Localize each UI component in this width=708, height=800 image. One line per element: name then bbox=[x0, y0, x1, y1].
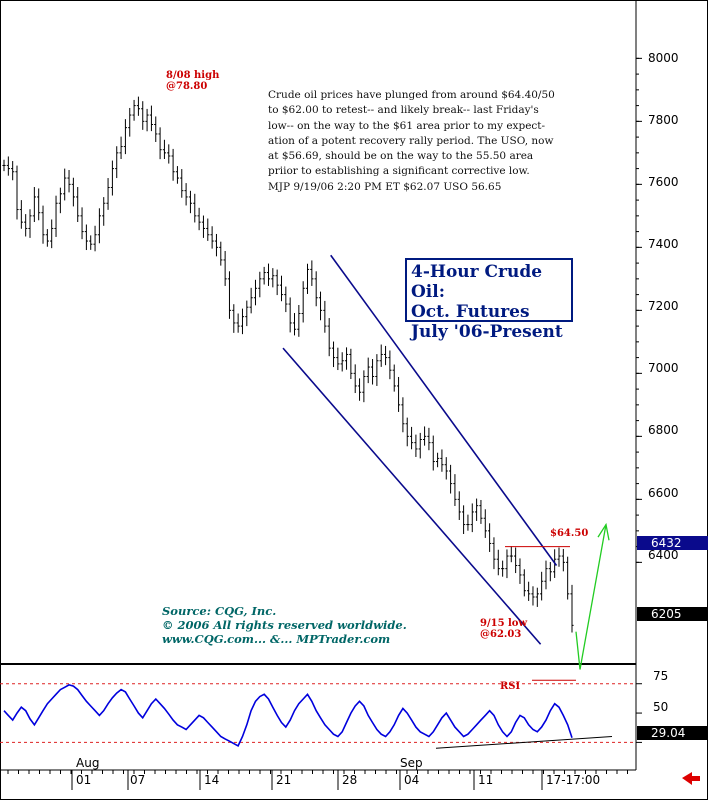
x-tick-label: 11 bbox=[478, 773, 494, 787]
y-tick-label: 7200 bbox=[648, 299, 679, 313]
y-tick-label: 6400 bbox=[648, 548, 679, 562]
time-axis-ticks bbox=[7, 770, 700, 790]
y-tick-label: 6600 bbox=[648, 486, 679, 500]
projection-path bbox=[575, 524, 607, 670]
y-tick-label: 7400 bbox=[648, 237, 679, 251]
x-tick-label: 14 bbox=[204, 773, 220, 787]
chart-title-line-3: July '06-Present bbox=[411, 322, 563, 342]
source-credit: Source: CQG, Inc. © 2006 All rights rese… bbox=[162, 604, 407, 646]
x-tick-label: 01 bbox=[76, 773, 92, 787]
y-tick-label: 8000 bbox=[648, 51, 679, 65]
rsi-tick-label: 50 bbox=[653, 700, 669, 714]
price-axis-ticks bbox=[636, 57, 642, 563]
last-price-tag-black: 6205 bbox=[637, 607, 708, 621]
rsi-tick-label: 75 bbox=[653, 669, 669, 683]
rsi-value-tag: 29.04 bbox=[637, 726, 708, 740]
month-label-sep: Sep bbox=[400, 756, 423, 770]
rsi-panel bbox=[0, 679, 642, 749]
y-tick-label: 7800 bbox=[648, 113, 679, 127]
price-bars bbox=[2, 96, 574, 633]
source-line-2: © 2006 All rights reserved worldwide. bbox=[162, 618, 407, 632]
rsi-label: RSI bbox=[500, 681, 521, 692]
resistance-label: $64.50 bbox=[550, 528, 589, 539]
projection-arrowhead bbox=[597, 522, 610, 541]
chart-title-box: 4-Hour Crude Oil: Oct. Futures July '06-… bbox=[405, 258, 573, 342]
source-line-1: Source: CQG, Inc. bbox=[162, 604, 277, 618]
low-label-line-2: @62.03 bbox=[480, 629, 522, 640]
source-line-3: www.CQG.com... &... MPTrader.com bbox=[162, 632, 391, 646]
chart-title-line-1: 4-Hour Crude Oil: bbox=[411, 262, 543, 302]
y-tick-label: 7000 bbox=[648, 361, 679, 375]
x-tick-label: 17-17:00 bbox=[546, 773, 601, 787]
scroll-left-arrow-icon bbox=[682, 772, 700, 785]
x-tick-label: 28 bbox=[342, 773, 358, 787]
x-tick-label: 21 bbox=[276, 773, 292, 787]
channel-upper-line bbox=[330, 254, 558, 566]
channel-lower-line bbox=[282, 347, 542, 645]
low-label-line-1: 9/15 low bbox=[480, 618, 528, 629]
high-label-line-2: @78.80 bbox=[166, 81, 208, 92]
commentary-text: Crude oil prices have plunged from aroun… bbox=[268, 89, 555, 193]
chart-title-line-2: Oct. Futures bbox=[411, 302, 530, 322]
rsi-line bbox=[3, 684, 573, 748]
rsi-trend-line bbox=[435, 736, 613, 749]
last-price-tag-blue: 6432 bbox=[637, 536, 708, 550]
month-label-aug: Aug bbox=[76, 756, 100, 770]
trend-channel bbox=[282, 254, 610, 670]
low-annotation: 9/15 low @62.03 bbox=[480, 618, 527, 640]
high-label-line-1: 8/08 high bbox=[166, 70, 220, 81]
x-tick-label: 04 bbox=[404, 773, 420, 787]
y-tick-label: 6800 bbox=[648, 423, 679, 437]
high-annotation: 8/08 high @78.80 bbox=[166, 70, 219, 92]
x-tick-label: 07 bbox=[130, 773, 146, 787]
y-tick-label: 7600 bbox=[648, 175, 679, 189]
